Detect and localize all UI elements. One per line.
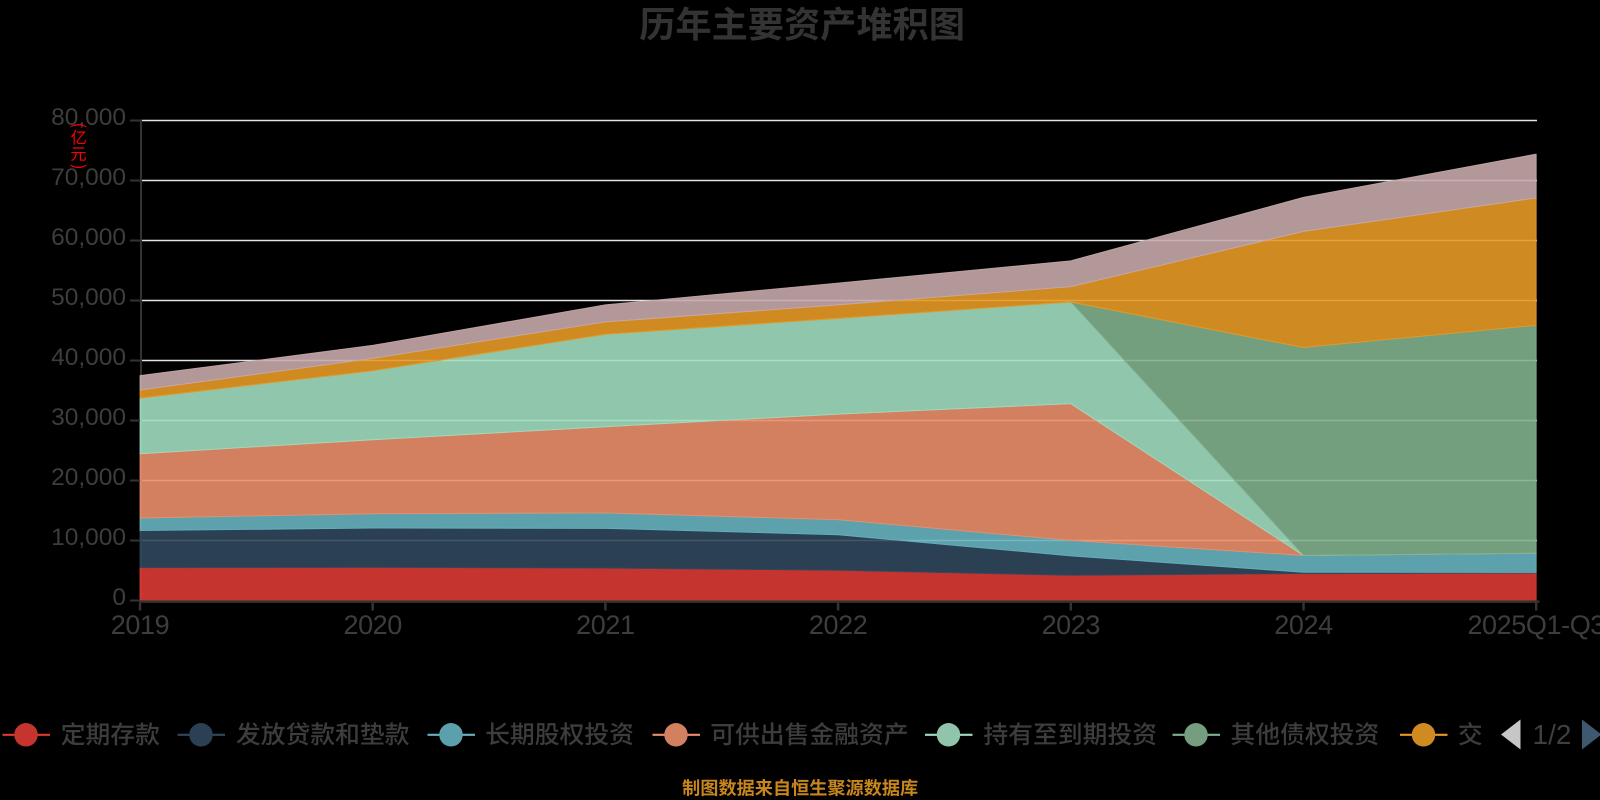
svg-text:60,000: 60,000 — [51, 224, 126, 251]
svg-text:20,000: 20,000 — [51, 464, 126, 491]
svg-text:2020: 2020 — [343, 610, 401, 640]
svg-text:80,000: 80,000 — [51, 104, 126, 131]
svg-text:2019: 2019 — [111, 610, 169, 640]
svg-text:0: 0 — [112, 584, 126, 611]
svg-text:2021: 2021 — [576, 610, 634, 640]
svg-text:2025Q1-Q3: 2025Q1-Q3 — [1467, 610, 1600, 640]
svg-text:50,000: 50,000 — [51, 284, 126, 311]
svg-text:70,000: 70,000 — [51, 164, 126, 191]
svg-text:2024: 2024 — [1274, 610, 1333, 640]
svg-text:30,000: 30,000 — [51, 404, 126, 431]
svg-text:40,000: 40,000 — [51, 344, 126, 371]
svg-text:10,000: 10,000 — [51, 524, 126, 551]
svg-text:1/2: 1/2 — [1533, 719, 1572, 750]
svg-text:2023: 2023 — [1042, 610, 1100, 640]
svg-text:2022: 2022 — [809, 610, 867, 640]
